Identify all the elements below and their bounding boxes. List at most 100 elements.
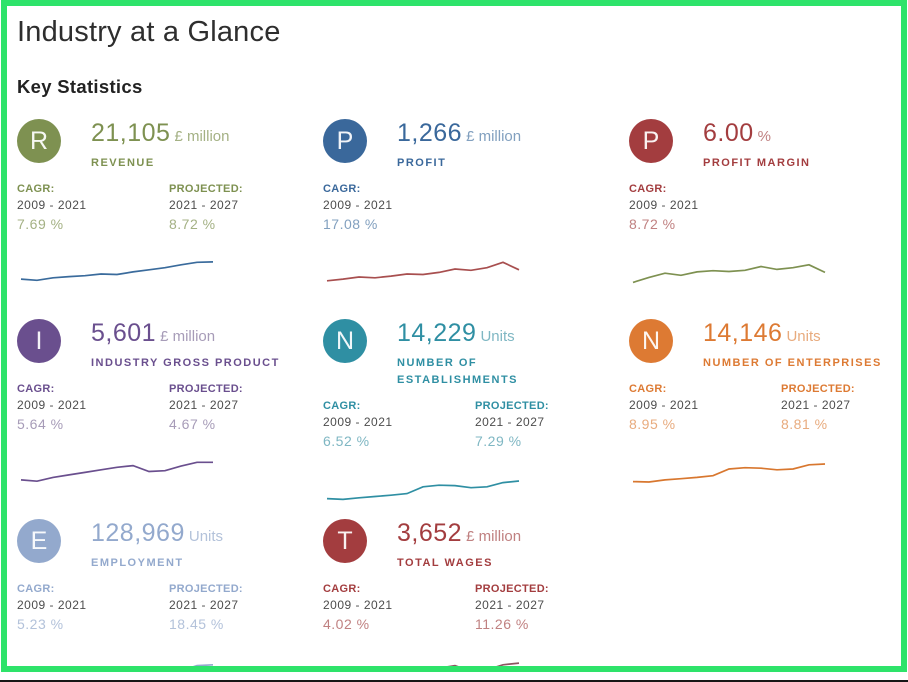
stat-label: EMPLOYMENT — [91, 557, 184, 569]
page-title: Industry at a Glance — [17, 16, 281, 48]
projected-label: PROJECTED: — [169, 383, 243, 396]
stat-label: TOTAL WAGES — [397, 557, 493, 569]
total-wages-badge-icon: T — [323, 519, 367, 563]
projected-value: 8.72 % — [169, 216, 216, 233]
number-of-enterprises-badge-icon: N — [629, 319, 673, 363]
stat-label: INDUSTRY GROSS PRODUCT — [91, 357, 280, 369]
stat-unit: Units — [188, 528, 224, 545]
stat-unit: £ million — [174, 128, 230, 145]
projected-period: 2021 - 2027 — [781, 398, 851, 413]
stat-unit: £ million — [466, 128, 522, 145]
stat-label: PROFIT MARGIN — [703, 157, 811, 169]
projected-label: PROJECTED: — [475, 400, 549, 413]
total-wages-sparkline — [447, 662, 520, 666]
cagr-value: 17.08 % — [323, 216, 378, 233]
projected-period: 2021 - 2027 — [475, 415, 545, 430]
projected-stat: PROJECTED: 2021 - 2027 11.26 % — [475, 583, 627, 632]
projected-stat: PROJECTED: 2021 - 2027 8.81 % — [781, 383, 901, 433]
cagr-stat: CAGR: 2009 - 2021 6.52 % — [323, 400, 475, 449]
stat-value: 3,652 — [397, 519, 463, 547]
stat-card-profit-margin: P 6.00% PROFIT MARGIN CAGR: 2009 - 2021 — [627, 113, 901, 313]
cagr-stat: CAGR: 2009 - 2021 17.08 % — [323, 183, 475, 232]
cagr-period: 2009 - 2021 — [629, 398, 699, 413]
stat-label: NUMBER OF ESTABLISHMENTS — [397, 357, 519, 387]
cagr-period: 2009 - 2021 — [17, 598, 87, 613]
stat-value: 21,105 — [91, 119, 171, 147]
cagr-period: 2009 - 2021 — [17, 398, 87, 413]
stat-label: REVENUE — [91, 157, 155, 169]
cagr-value: 8.95 % — [629, 416, 676, 433]
stat-card-profit: P 1,266 £ million PROFIT CAGR: 2009 - 202… — [321, 113, 627, 313]
projected-period: 2021 - 2027 — [169, 198, 239, 213]
cagr-period: 2009 - 2021 — [323, 598, 393, 613]
projected-stat: PROJECTED: 2021 - 2027 8.72 % — [169, 183, 321, 232]
cagr-label: CAGR: — [629, 383, 667, 396]
cagr-label: CAGR: — [323, 400, 361, 413]
employment-sparkline — [193, 663, 214, 666]
number-of-enterprises-sparkline — [632, 463, 826, 483]
projected-label: PROJECTED: — [169, 583, 243, 596]
cagr-stat: CAGR: 2009 - 2021 5.23 % — [17, 583, 169, 632]
stat-value: 128,969 — [91, 519, 185, 547]
projected-value: 11.26 % — [475, 616, 529, 633]
revenue-badge-icon: R — [17, 119, 61, 163]
stat-card-employment: E 128,969 Units EMPLOYMENT CAGR: 2009 - 2… — [15, 513, 321, 666]
stat-value: 6.00 — [703, 119, 754, 147]
projected-label: PROJECTED: — [475, 583, 549, 596]
stat-label: NUMBER OF ENTERPRISES — [703, 357, 882, 369]
projected-stat: PROJECTED: 2021 - 2027 18.45 % — [169, 583, 321, 632]
cagr-label: CAGR: — [323, 583, 361, 596]
stat-card-industry-gross-product: I 5,601 £ million INDUSTRY GROSS PRODUCT … — [15, 313, 321, 513]
cagr-label: CAGR: — [17, 583, 55, 596]
cagr-period: 2009 - 2021 — [629, 198, 699, 213]
screenshot-bottom-edge — [0, 680, 908, 682]
stat-card-total-wages: T 3,652 £ million TOTAL WAGES CAGR: 2009 … — [321, 513, 627, 666]
projected-value: 8.81 % — [781, 416, 828, 433]
cagr-stat: CAGR: 2009 - 2021 4.02 % — [323, 583, 475, 632]
stat-card-revenue: R 21,105 £ million REVENUE CAGR: 2009 - 2… — [15, 113, 321, 313]
projected-label: PROJECTED: — [781, 383, 855, 396]
stat-card-number-of-enterprises: N 14,146 Units NUMBER OF ENTERPRISES CAGR… — [627, 313, 901, 513]
stat-value: 14,229 — [397, 319, 477, 347]
cagr-stat: CAGR: 2009 - 2021 5.64 % — [17, 383, 169, 432]
projected-period: 2021 - 2027 — [169, 398, 239, 413]
projected-period: 2021 - 2027 — [169, 598, 239, 613]
stat-value: 1,266 — [397, 119, 463, 147]
cagr-label: CAGR: — [629, 183, 667, 196]
profit-sparkline — [326, 261, 520, 282]
projected-value: 4.67 % — [169, 416, 216, 433]
profit-badge-icon: P — [323, 119, 367, 163]
cagr-value: 7.69 % — [17, 216, 64, 233]
employment-badge-icon: E — [17, 519, 61, 563]
projected-value: 7.29 % — [475, 433, 522, 450]
stat-unit: £ million — [466, 528, 522, 545]
industry-gross-product-badge-icon: I — [17, 319, 61, 363]
number-of-establishments-sparkline — [326, 480, 520, 501]
cagr-label: CAGR: — [323, 183, 361, 196]
stat-unit: % — [757, 128, 772, 145]
revenue-sparkline — [20, 261, 214, 282]
projected-stat: PROJECTED: 2021 - 2027 4.67 % — [169, 383, 321, 432]
industry-gross-product-sparkline — [20, 461, 213, 483]
stat-unit: £ million — [160, 328, 216, 345]
section-title: Key Statistics — [17, 76, 143, 97]
stat-card-number-of-establishments: N 14,229 Units NUMBER OF ESTABLISHMENTS C… — [321, 313, 627, 513]
cagr-period: 2009 - 2021 — [17, 198, 87, 213]
cagr-value: 5.23 % — [17, 616, 64, 633]
cagr-value: 8.72 % — [629, 216, 676, 233]
stat-label: PROFIT — [397, 157, 447, 169]
stat-unit: Units — [786, 328, 821, 345]
stat-value: 14,146 — [703, 319, 783, 347]
projected-stat: PROJECTED: 2021 - 2027 7.29 % — [475, 400, 627, 449]
projected-period: 2021 - 2027 — [475, 598, 545, 613]
number-of-establishments-badge-icon: N — [323, 319, 367, 363]
profit-margin-badge-icon: P — [629, 119, 673, 163]
stat-unit: Units — [480, 328, 515, 345]
projected-value: 18.45 % — [169, 616, 224, 633]
cagr-period: 2009 - 2021 — [323, 415, 393, 430]
cagr-value: 6.52 % — [323, 433, 370, 450]
stat-value: 5,601 — [91, 319, 157, 347]
cagr-value: 5.64 % — [17, 416, 64, 433]
